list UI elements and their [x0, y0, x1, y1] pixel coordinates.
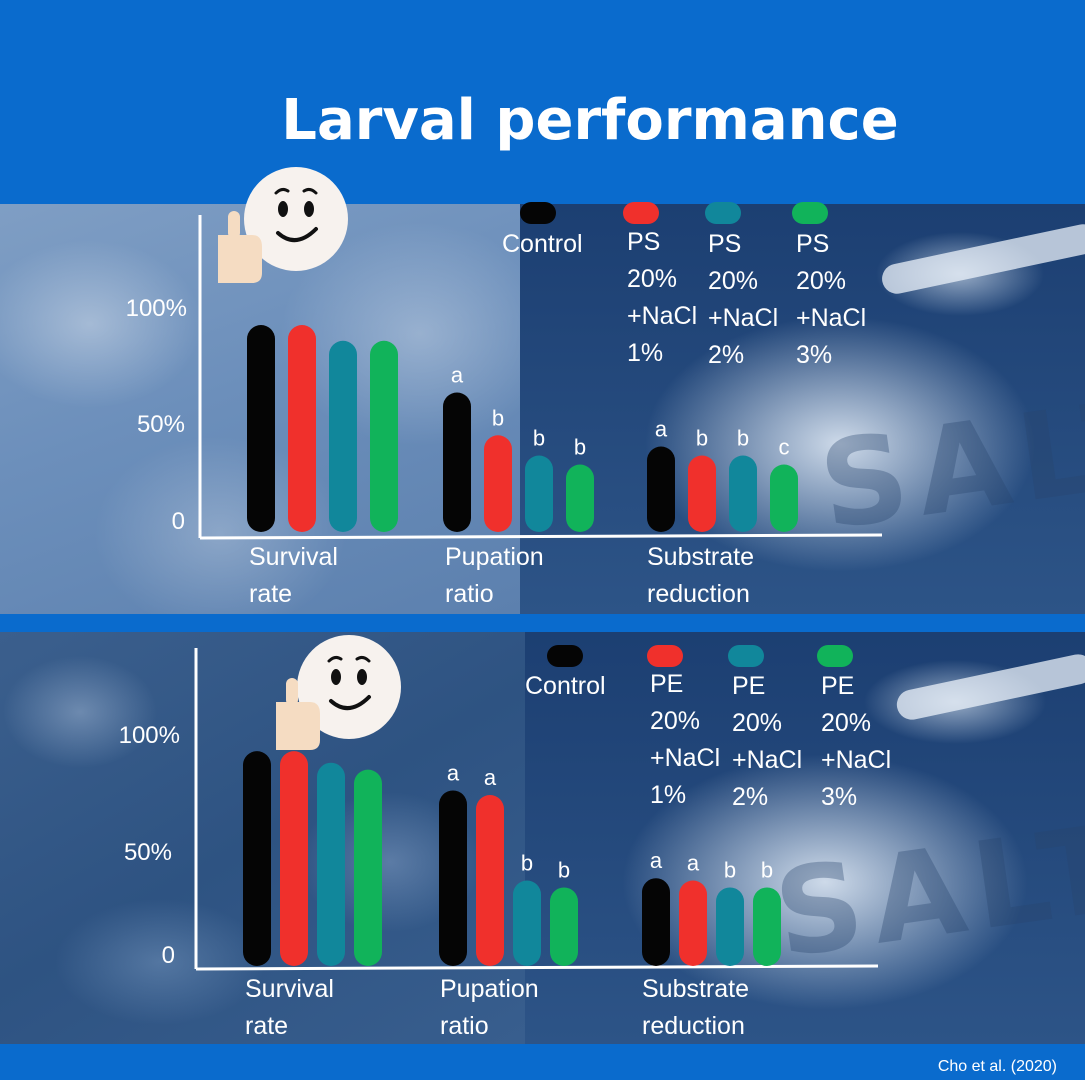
bar: [443, 392, 471, 532]
x-axis: [195, 964, 879, 971]
bar: [550, 887, 578, 966]
legend-label: PS 20% +NaCl 1%: [627, 228, 697, 367]
significance-letter: c: [779, 435, 790, 460]
bar: [280, 751, 308, 966]
y-tick-label: 50%: [137, 411, 185, 438]
emoji-brow: [274, 187, 290, 195]
emoji-hand: [276, 702, 320, 750]
bar: [484, 435, 512, 532]
significance-letter: a: [650, 848, 663, 873]
bar: [354, 769, 382, 966]
y-tick-label: 0: [162, 942, 175, 969]
significance-letter: a: [451, 363, 464, 388]
bar: [247, 325, 275, 532]
emoji-thumb: [286, 678, 298, 706]
bar: [566, 464, 594, 532]
bar: [288, 325, 316, 532]
significance-letter: b: [737, 426, 749, 451]
emoji-brow: [327, 655, 343, 663]
significance-letter: b: [492, 405, 504, 430]
bar: [688, 455, 716, 532]
legend-swatch: [623, 202, 659, 224]
citation: Cho et al. (2020): [937, 1058, 1057, 1075]
x-category-label: Survival rate: [245, 975, 334, 1040]
emoji-brow: [355, 655, 371, 663]
bar: [729, 455, 757, 532]
legend-swatch: [792, 202, 828, 224]
emoji-eye: [357, 669, 367, 685]
bar: [679, 880, 707, 966]
bar: [317, 762, 345, 966]
significance-letter: a: [655, 417, 668, 442]
legend-label: PE 20% +NaCl 1%: [650, 670, 720, 809]
legend-swatch: [547, 645, 583, 667]
emoji-thumb: [228, 211, 240, 239]
bar: [513, 880, 541, 966]
bar: [329, 340, 357, 532]
legend-swatch: [817, 645, 853, 667]
emoji-eye: [331, 669, 341, 685]
emoji-eye: [304, 201, 314, 217]
significance-letter: a: [484, 765, 497, 790]
bar: [243, 751, 271, 966]
legend-label: PS 20% +NaCl 3%: [796, 230, 866, 369]
bar: [476, 795, 504, 966]
emoji-smile: [276, 227, 318, 242]
emoji-eye: [278, 201, 288, 217]
significance-letter: b: [558, 857, 570, 882]
significance-letter: b: [521, 851, 533, 876]
emoji-hand: [218, 235, 262, 283]
significance-letter: b: [761, 857, 773, 882]
x-category-label: Pupation ratio: [440, 975, 539, 1040]
legend-label: PS 20% +NaCl 2%: [708, 230, 778, 369]
y-tick-label: 100%: [126, 295, 187, 322]
x-category-label: Substrate reduction: [642, 975, 749, 1040]
x-axis: [199, 533, 883, 540]
thumbs-up-emoji-icon: [244, 167, 348, 271]
emoji-smile: [329, 695, 371, 710]
significance-letter: b: [696, 426, 708, 451]
bar: [439, 790, 467, 966]
significance-letter: b: [533, 426, 545, 451]
bar: [370, 340, 398, 532]
x-category-label: Pupation ratio: [445, 543, 544, 608]
background-photo-salt: SALT: [525, 632, 1085, 1044]
x-category-label: Survival rate: [249, 543, 338, 608]
chart-panel-pe: SALT: [0, 632, 1085, 1044]
significance-letter: a: [687, 851, 700, 876]
bar: [770, 464, 798, 532]
bar: [716, 887, 744, 966]
page-title: Larval performance: [281, 88, 899, 153]
bar: [642, 878, 670, 966]
legend-swatch: [728, 645, 764, 667]
legend-label: PE 20% +NaCl 2%: [732, 672, 802, 811]
legend-swatch: [705, 202, 741, 224]
emoji-brow: [302, 187, 318, 195]
legend-label: Control: [502, 230, 583, 258]
y-tick-label: 0: [172, 508, 185, 535]
thumbs-up-emoji-icon: [297, 635, 401, 739]
significance-letter: b: [574, 435, 586, 460]
legend-swatch: [520, 202, 556, 224]
bar: [647, 446, 675, 532]
y-tick-label: 50%: [124, 839, 172, 866]
bar: [753, 887, 781, 966]
legend-swatch: [647, 645, 683, 667]
y-tick-label: 100%: [119, 722, 180, 749]
x-category-label: Substrate reduction: [647, 543, 754, 608]
background-photo-salt: SALT: [520, 204, 1085, 614]
significance-letter: a: [447, 760, 460, 785]
legend-label: Control: [525, 672, 606, 700]
legend-label: PE 20% +NaCl 3%: [821, 672, 891, 811]
significance-letter: b: [724, 857, 736, 882]
bar: [525, 455, 553, 532]
